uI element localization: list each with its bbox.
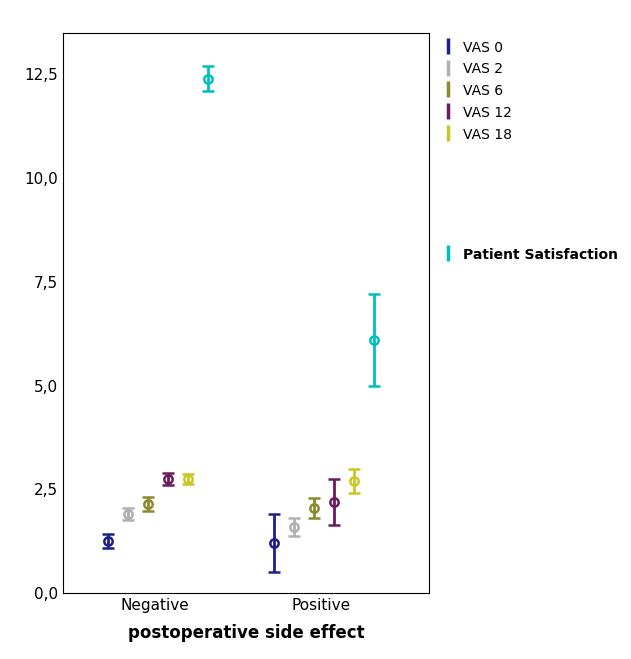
X-axis label: postoperative side effect: postoperative side effect: [127, 624, 365, 642]
Legend: Patient Satisfaction: Patient Satisfaction: [444, 247, 618, 262]
